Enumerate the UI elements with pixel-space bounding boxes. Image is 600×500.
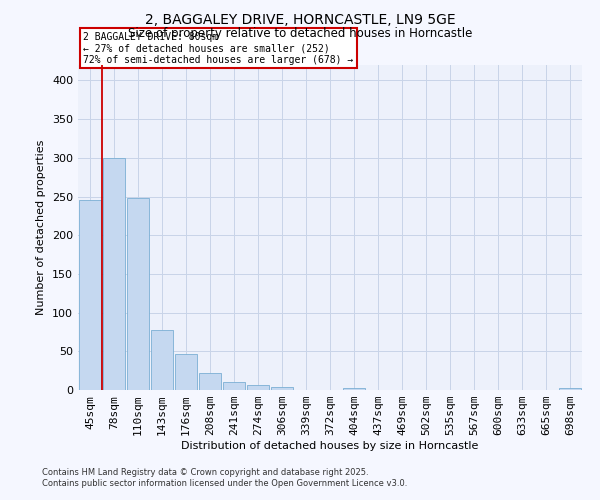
Bar xyxy=(271,387,293,390)
Text: 2, BAGGALEY DRIVE, HORNCASTLE, LN9 5GE: 2, BAGGALEY DRIVE, HORNCASTLE, LN9 5GE xyxy=(145,12,455,26)
Text: Size of property relative to detached houses in Horncastle: Size of property relative to detached ho… xyxy=(128,28,472,40)
Bar xyxy=(79,200,101,390)
Bar xyxy=(559,388,581,390)
Bar xyxy=(127,198,149,390)
X-axis label: Distribution of detached houses by size in Horncastle: Distribution of detached houses by size … xyxy=(181,441,479,451)
Text: Contains HM Land Registry data © Crown copyright and database right 2025.
Contai: Contains HM Land Registry data © Crown c… xyxy=(42,468,407,487)
Text: 2 BAGGALEY DRIVE: 80sqm
← 27% of detached houses are smaller (252)
72% of semi-d: 2 BAGGALEY DRIVE: 80sqm ← 27% of detache… xyxy=(83,32,353,65)
Bar xyxy=(223,382,245,390)
Bar xyxy=(175,354,197,390)
Y-axis label: Number of detached properties: Number of detached properties xyxy=(37,140,46,315)
Bar xyxy=(151,330,173,390)
Bar xyxy=(103,158,125,390)
Bar xyxy=(247,384,269,390)
Bar xyxy=(199,373,221,390)
Bar xyxy=(343,388,365,390)
